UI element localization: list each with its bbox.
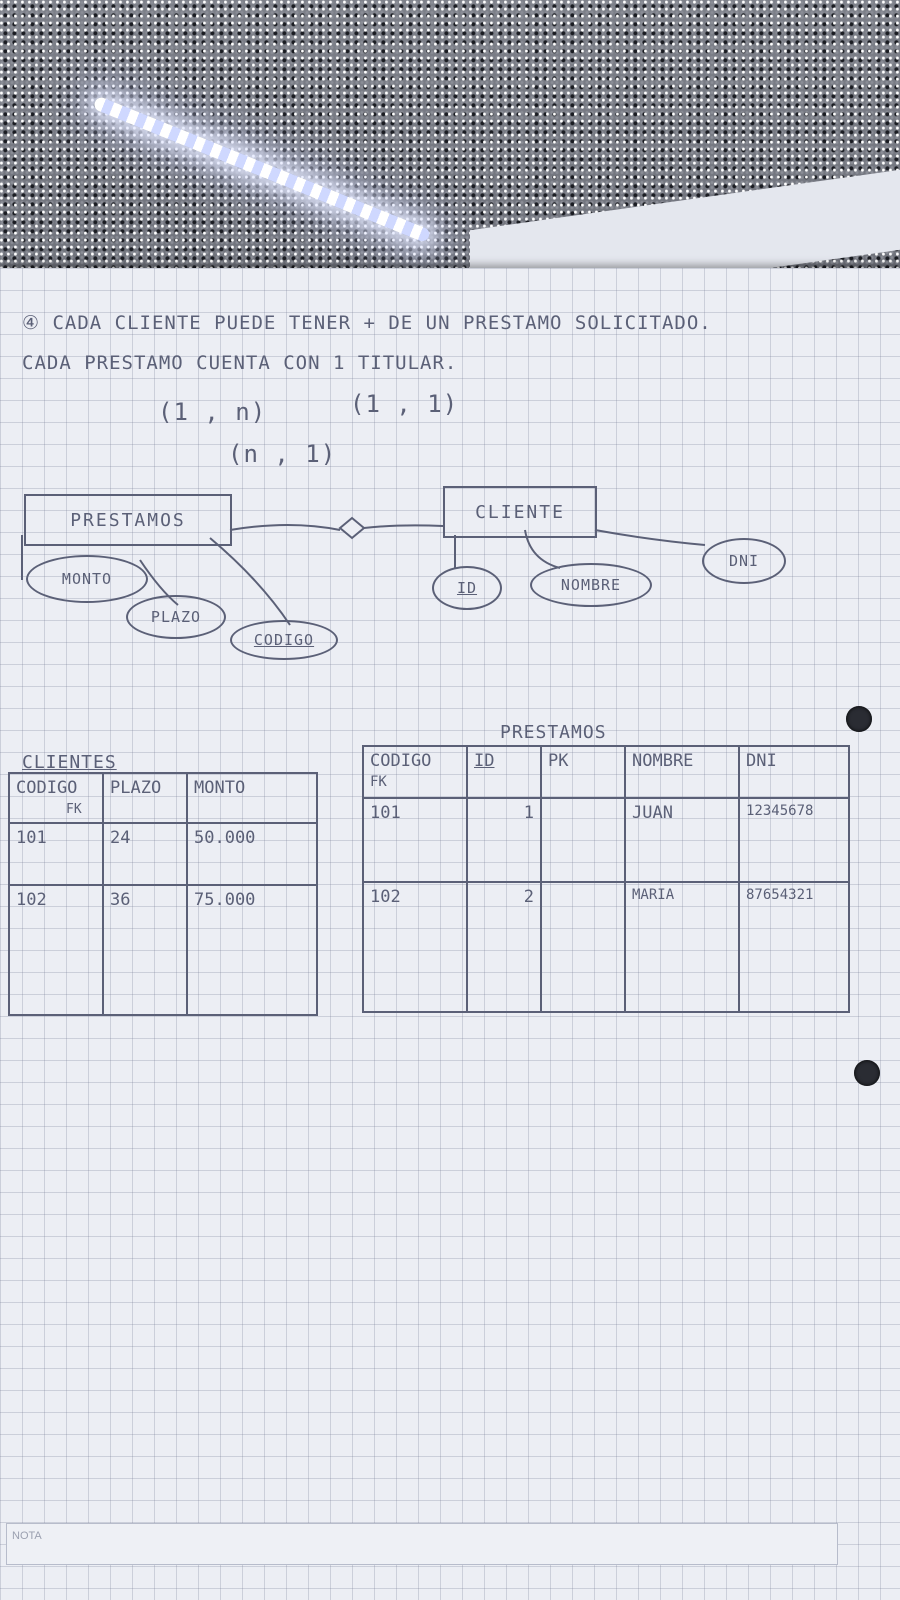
table-cell: 2 [466,881,542,1013]
table-cell: 36 [102,884,188,1016]
table-cell [540,797,626,883]
attr-nombre: NOMBRE [530,563,652,607]
nota-label: NOTA [12,1530,42,1542]
table-clientes-title: CLIENTES [22,752,117,773]
table-header-cell: ID [466,745,542,799]
table-cell [540,881,626,1013]
cardinality-left: (1 , n) [158,398,267,426]
table-cell: 24 [102,822,188,886]
table-header-cell: PK [540,745,626,799]
table-cell: 75.000 [186,884,318,1016]
table-row: 102 36 75.000 [8,884,318,1016]
table-header-cell: DNI [738,745,850,799]
table-row: 102 2 MARIA 87654321 [362,881,850,1013]
table-header-cell: PLAZO [102,772,188,824]
table-cell: 101 [8,822,104,886]
table-cell: 50.000 [186,822,318,886]
table-prestamos-title: PRESTAMOS [500,722,607,743]
binder-hole [854,1060,880,1086]
table-cell: 102 [8,884,104,1016]
table-header-row: CODIGO FK PLAZO MONTO [8,772,318,824]
nota-box [6,1523,838,1565]
table-header-cell: NOMBRE [624,745,740,799]
table-cell: 101 [362,797,468,883]
cardinality-relation: (n , 1) [228,440,337,468]
table-header-cell: CODIGO FK [362,745,468,799]
attr-id-key: ID [432,566,502,610]
table-header-row: CODIGO FK ID PK NOMBRE DNI [362,745,850,799]
statement-line-2: CADA PRESTAMO CUENTA CON 1 TITULAR. [22,352,458,374]
attr-plazo: PLAZO [126,595,226,639]
table-clientes: CODIGO FK PLAZO MONTO 101 24 50.000 102 3… [8,772,318,1016]
table-header-cell: CODIGO FK [8,772,104,824]
attr-codigo-key: CODIGO [230,620,338,660]
attr-dni: DNI [702,538,786,584]
table-cell: JUAN [624,797,740,883]
attr-monto: MONTO [26,555,148,603]
cardinality-right: (1 , 1) [350,390,459,418]
entity-cliente: CLIENTE [443,486,597,538]
statement-line-1: ④ CADA CLIENTE PUEDE TENER + DE UN PREST… [22,312,712,334]
table-row: 101 1 JUAN 12345678 [362,797,850,883]
table-cell: MARIA [624,881,740,1013]
table-header-cell: MONTO [186,772,318,824]
table-cell: 102 [362,881,468,1013]
table-row: 101 24 50.000 [8,822,318,886]
table-cell: 87654321 [738,881,850,1013]
table-cell: 1 [466,797,542,883]
table-cell: 12345678 [738,797,850,883]
binder-hole [846,706,872,732]
entity-prestamos: PRESTAMOS [24,494,232,546]
table-prestamos: CODIGO FK ID PK NOMBRE DNI 101 1 JUAN 123… [362,745,850,1013]
